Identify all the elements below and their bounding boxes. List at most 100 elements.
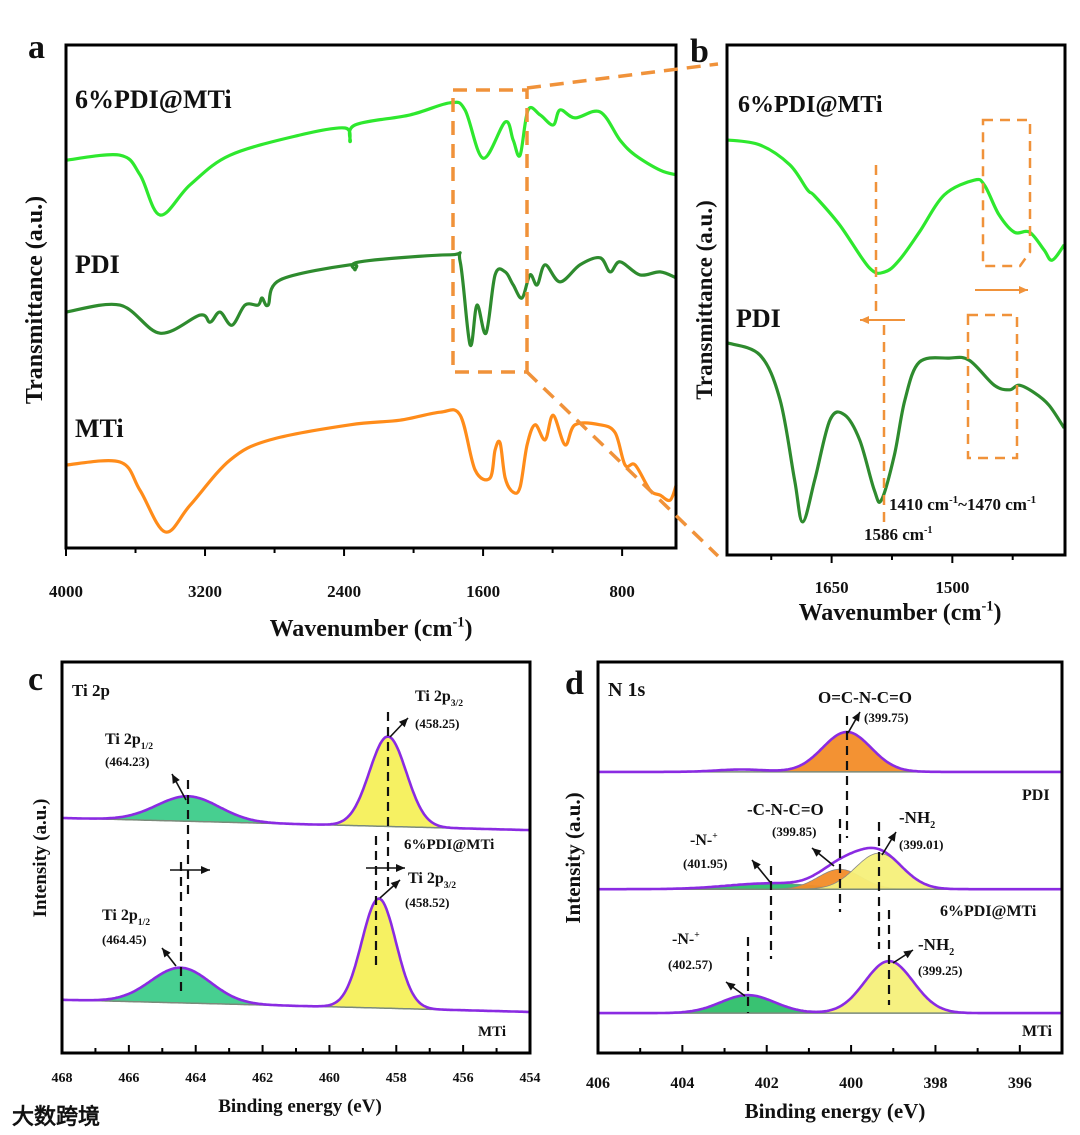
arrowhead-icon	[201, 866, 210, 874]
peak-label: -N-+	[690, 831, 718, 849]
x-tick-label: 400	[839, 1075, 863, 1092]
series-label: MTi	[1022, 1023, 1052, 1040]
peak-label-t: -N-	[690, 832, 712, 849]
peak-value: (402.57)	[668, 957, 712, 972]
arrowhead-icon	[172, 774, 180, 784]
range-label-b: ~1470 cm	[958, 495, 1027, 514]
peak-value: (399.25)	[918, 963, 962, 978]
series-label: 6%PDI@MTi	[404, 837, 494, 853]
peak-label-sup: +	[712, 831, 717, 842]
x-axis-title: Binding energy (eV)	[745, 1099, 926, 1123]
zoom-connector	[525, 370, 720, 558]
xps-series	[598, 846, 1062, 891]
peak-label: -N-+	[672, 930, 700, 948]
x-axis-title-tail: )	[464, 616, 472, 642]
arrowhead-icon	[398, 718, 408, 728]
y-axis-title: Intensity (a.u.)	[30, 799, 51, 918]
series-label: PDI	[1022, 787, 1050, 804]
x-axis-title-text: Wavenumber (cm	[270, 616, 453, 642]
panel-letter: d	[565, 665, 584, 702]
x-tick-label: 396	[1008, 1075, 1032, 1092]
peak-label-sub: 2	[949, 947, 954, 958]
arrowhead-icon	[860, 316, 869, 324]
envelope-line	[598, 730, 1062, 774]
x-tick-label: 462	[252, 1071, 273, 1086]
range-label-a: 1410 cm	[889, 495, 949, 514]
peak-value: (399.01)	[899, 837, 943, 852]
legend-label: PDI	[75, 250, 120, 279]
x-axis-title: Wavenumber (cm-1)	[270, 614, 473, 642]
peak-label: -NH2	[918, 935, 954, 958]
peak-label-t: Ti 2p	[408, 870, 444, 887]
peak-value: (399.85)	[772, 824, 816, 839]
x-axis-title-tail: )	[993, 600, 1001, 626]
panel-d: 406 404 402 400 398 396 Binding energy (eV) Int…	[561, 660, 1064, 1123]
peak-label-t: Ti 2p	[102, 907, 138, 924]
y-axis-title: Transmittance (a.u.)	[692, 200, 717, 400]
x-tick-label: 402	[755, 1075, 779, 1092]
region-box	[981, 118, 1032, 268]
x-tick-label: 460	[319, 1071, 340, 1086]
peak-label-sub: 3/2	[444, 880, 456, 891]
x-tick-label: 1650	[815, 578, 849, 597]
peak-value: (458.25)	[415, 716, 459, 731]
envelope-line	[598, 846, 1062, 891]
region-box	[966, 313, 1019, 460]
envelope-line	[62, 897, 530, 1014]
plot-frame	[725, 43, 1067, 557]
y-axis-title: Intensity (a.u.)	[561, 792, 585, 923]
series-label: 6%PDI@MTi	[940, 903, 1037, 920]
panel-a: 6%PDI@MTi PDI MTi 4000 3200 2400 1600 800 Wavenu…	[22, 29, 678, 642]
range-label: 1410 cm-1~1470 cm-1	[889, 494, 1036, 514]
peak-position-label-t: 1586 cm	[864, 525, 924, 544]
arrowhead-icon	[1019, 286, 1028, 294]
peak-label-t: -NH	[899, 808, 930, 827]
x-tick-label: 456	[453, 1071, 474, 1086]
peak-label-t: Ti 2p	[415, 688, 451, 705]
peak-label: -NH2	[899, 808, 935, 831]
series-line-pdi	[65, 251, 677, 347]
envelope-line	[598, 959, 1062, 1015]
y-axis-title: Transmittance (a.u.)	[22, 196, 48, 404]
peak-label: O=C-N-C=O	[818, 688, 912, 707]
x-tick-label: 406	[586, 1075, 610, 1092]
xps-series	[61, 897, 530, 1014]
series-line-pdi	[726, 341, 1066, 524]
fitted-peak-area	[598, 731, 1062, 773]
x-axis-title-text: Wavenumber (cm	[799, 600, 982, 626]
legend-label: MTi	[75, 414, 124, 443]
x-tick-label: 468	[52, 1071, 73, 1086]
peak-label: Ti 2p3/2	[415, 688, 463, 709]
x-axis-title: Binding energy (eV)	[218, 1096, 382, 1117]
x-tick-label: 2400	[327, 582, 361, 601]
panel-letter: c	[28, 661, 43, 698]
legend-label: PDI	[736, 304, 781, 333]
peak-label-sub: 1/2	[138, 917, 150, 928]
peak-label: Ti 2p1/2	[102, 907, 150, 928]
range-label-b_sup: -1	[1027, 494, 1036, 506]
envelope-line	[62, 735, 530, 832]
arrowhead-icon	[903, 950, 913, 959]
peak-value: (401.95)	[683, 856, 727, 871]
arrowhead-icon	[852, 712, 860, 722]
peak-value: (458.52)	[405, 895, 449, 910]
x-tick-label: 398	[923, 1075, 947, 1092]
series-line-6pdimti	[65, 100, 677, 217]
arrowhead-icon	[396, 864, 405, 872]
peak-label-sup: +	[694, 930, 699, 941]
panel-title: Ti 2p	[72, 681, 110, 700]
peak-value: (464.23)	[105, 754, 149, 769]
series-label: MTi	[478, 1024, 506, 1040]
arrowhead-icon	[812, 848, 822, 857]
x-tick-label: 464	[185, 1071, 206, 1086]
watermark-logo: 大数跨境	[12, 1104, 100, 1129]
peak-label-sub: 1/2	[141, 741, 153, 752]
peak-position-label-sup: -1	[924, 525, 933, 536]
xps-series	[598, 959, 1062, 1015]
x-axis-title: Wavenumber (cm-1)	[799, 598, 1002, 626]
legend-label: 6%PDI@MTi	[738, 92, 883, 118]
peak-label-t: -C-N-C=O	[747, 800, 824, 819]
range-label-a_sup: -1	[949, 494, 958, 506]
peak-label-t: O=C-N-C=O	[818, 688, 912, 707]
